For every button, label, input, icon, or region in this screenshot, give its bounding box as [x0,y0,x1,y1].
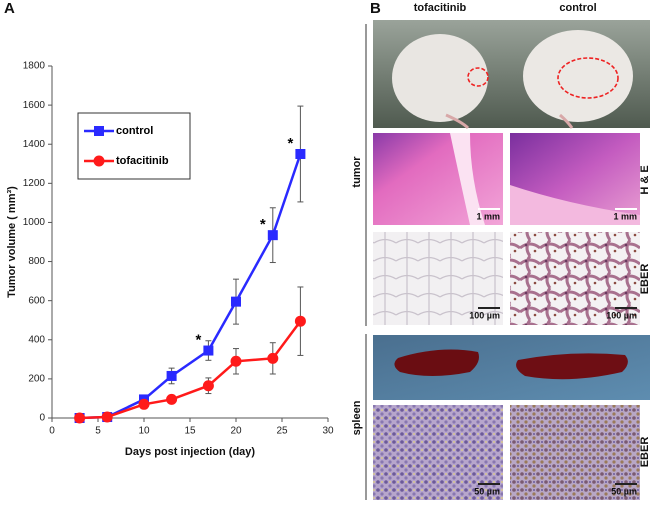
x-tick-label: 20 [230,426,242,437]
legend: control tofacitinib [77,112,191,180]
annotation: * [260,216,266,233]
panel-label: B [370,0,381,17]
stain-label: H & E [639,165,650,194]
image-eber [373,232,640,325]
data-point [166,393,178,405]
data-point [166,370,177,381]
y-tick-label: 1600 [23,100,46,111]
y-tick-label: 1800 [23,61,46,72]
y-tick-label: 400 [28,334,45,345]
annotation: * [195,332,201,349]
y-tick-label: 600 [28,295,45,306]
annotation: * [287,135,293,152]
scale-bar-label: 1 mm [476,211,500,221]
x-axis-title: Days post injection (day) [125,446,256,458]
data-point [231,296,241,307]
data-point [74,412,86,424]
chart: 0 200 400 600 800 1000 1200 1400 1600 1800 0 5 10 15 2… [6,61,334,458]
legend-marker [93,155,105,167]
data-point [203,345,214,356]
scale-bar-label: 50 µm [611,486,637,496]
image-he [373,133,640,225]
scale-bar-label: 100 µm [469,310,500,320]
column-header: control [559,2,596,14]
row-label: tumor [351,156,363,188]
panel-label: A [4,0,15,17]
y-tick-label: 200 [28,374,45,385]
image-eber-spleen [373,405,640,500]
x-tick-label: 15 [184,426,196,437]
stain-label: EBER [639,437,650,468]
data-point [101,411,113,423]
data-point [267,352,279,364]
data-point [295,149,306,159]
stain-label: EBER [639,264,650,295]
y-tick-label: 1000 [23,217,46,228]
legend-label: tofacitinib [116,155,169,167]
y-tick-label: 800 [28,256,45,267]
data-point [230,355,242,367]
series-line [79,320,302,420]
column-header: tofacitinib [414,2,467,14]
legend-label: control [116,125,153,137]
scale-bar-label: 1 mm [613,211,637,221]
photo-spleen [373,335,650,400]
x-tick-label: 10 [138,426,150,437]
row-label: spleen [351,400,363,435]
y-tick-label: 1400 [23,139,46,150]
data-point [294,315,306,327]
data-point [202,380,214,392]
scale-bar-label: 100 µm [606,310,637,320]
legend-marker [94,126,104,136]
y-tick-label: 0 [39,413,45,424]
x-tick-label: 30 [322,426,334,437]
x-tick-label: 0 [49,426,55,437]
y-tick-label: 1200 [23,178,46,189]
x-tick-label: 25 [276,426,288,437]
data-point [138,398,150,410]
legend-box [77,112,191,180]
data-point [267,230,278,241]
series-line [79,153,302,420]
photo-mice [373,20,650,130]
scale-bar-label: 50 µm [474,486,500,496]
y-axis-title: Tumor volume ( mm³) [6,186,18,298]
x-tick-label: 5 [95,426,101,437]
